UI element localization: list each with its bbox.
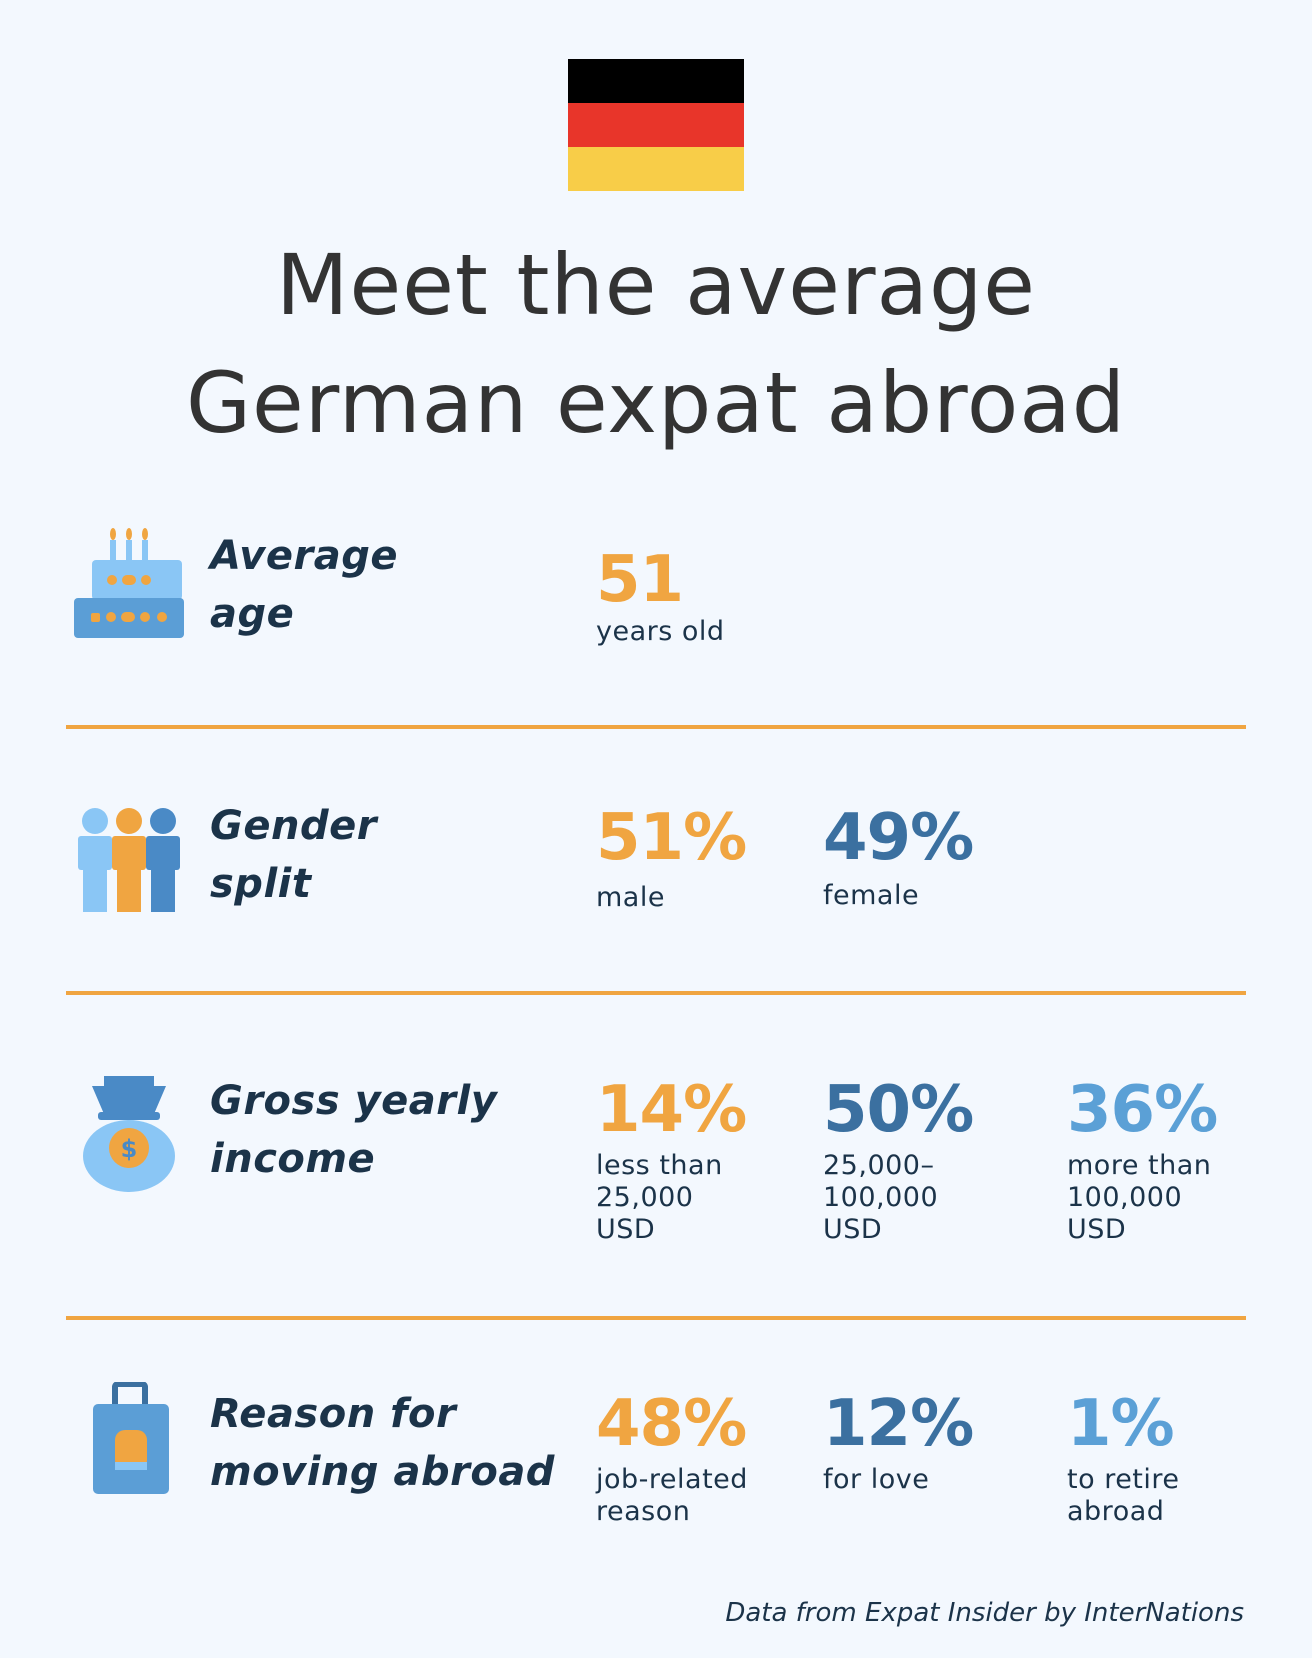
- label-line-2: moving abroad: [210, 1449, 555, 1495]
- stat-desc: female: [823, 880, 920, 911]
- stat-income-high: 36% more than 100,000 USD: [1067, 1073, 1218, 1246]
- section-divider: [66, 1316, 1246, 1320]
- stat-desc: 25,000– 100,000 USD: [823, 1150, 939, 1245]
- stat-female: 49% female: [823, 801, 974, 912]
- stat-reason-job: 48% job-related reason: [596, 1392, 748, 1528]
- stat-value: 12%: [823, 1387, 974, 1461]
- stat-value: 14%: [596, 1073, 747, 1147]
- section-divider: [66, 991, 1246, 995]
- stat-desc: years old: [596, 616, 725, 647]
- stat-desc: less than 25,000 USD: [596, 1150, 723, 1245]
- label-line-2: split: [210, 861, 312, 907]
- stat-value: 1%: [1067, 1387, 1175, 1461]
- title-line-2: German expat abroad: [185, 354, 1127, 452]
- suitcase-icon: [93, 1381, 169, 1494]
- label-line-1: Gross yearly: [210, 1078, 498, 1124]
- stat-desc: job-related reason: [596, 1464, 748, 1527]
- stat-value: 36%: [1067, 1073, 1218, 1147]
- stat-male: 51% male: [596, 801, 747, 914]
- label-line-2: income: [210, 1136, 376, 1182]
- stat-value: 50%: [823, 1073, 974, 1147]
- section-divider: [66, 725, 1246, 729]
- stat-income-mid: 50% 25,000– 100,000 USD: [823, 1073, 974, 1246]
- flag-stripe-red: [568, 103, 744, 147]
- birthday-cake-icon: [74, 526, 184, 638]
- label-reason-for-moving: Reason for moving abroad: [210, 1385, 555, 1501]
- germany-flag: [568, 59, 744, 191]
- label-gender-split: Gender split: [210, 797, 377, 913]
- page-title: Meet the average German expat abroad: [0, 226, 1312, 462]
- stat-value: 49%: [823, 801, 974, 875]
- stat-age: 51 years old: [596, 548, 725, 648]
- source-credit: Data from Expat Insider by InterNations: [725, 1598, 1244, 1628]
- label-average-age: Average age: [210, 527, 398, 643]
- stat-desc: to retire abroad: [1067, 1464, 1180, 1527]
- label-line-1: Gender: [210, 803, 377, 849]
- stat-reason-retire: 1% to retire abroad: [1067, 1392, 1180, 1528]
- stat-desc: male: [596, 882, 665, 913]
- label-gross-yearly-income: Gross yearly income: [210, 1072, 497, 1188]
- svg-text:$: $: [121, 1135, 138, 1163]
- stat-reason-love: 12% for love: [823, 1387, 974, 1496]
- stat-value: 48%: [596, 1387, 747, 1461]
- money-bag-icon: $: [82, 1076, 176, 1192]
- label-line-1: Average: [210, 533, 398, 579]
- title-line-1: Meet the average: [276, 236, 1036, 334]
- stat-value: 51: [596, 543, 684, 617]
- flag-stripe-gold: [568, 147, 744, 191]
- flag-stripe-black: [568, 59, 744, 103]
- stat-desc: more than 100,000 USD: [1067, 1150, 1212, 1245]
- stat-income-low: 14% less than 25,000 USD: [596, 1073, 747, 1246]
- stat-desc: for love: [823, 1464, 930, 1495]
- label-line-1: Reason for: [210, 1391, 457, 1437]
- stat-value: 51%: [596, 801, 747, 875]
- label-line-2: age: [210, 591, 295, 637]
- people-group-icon: [78, 808, 182, 912]
